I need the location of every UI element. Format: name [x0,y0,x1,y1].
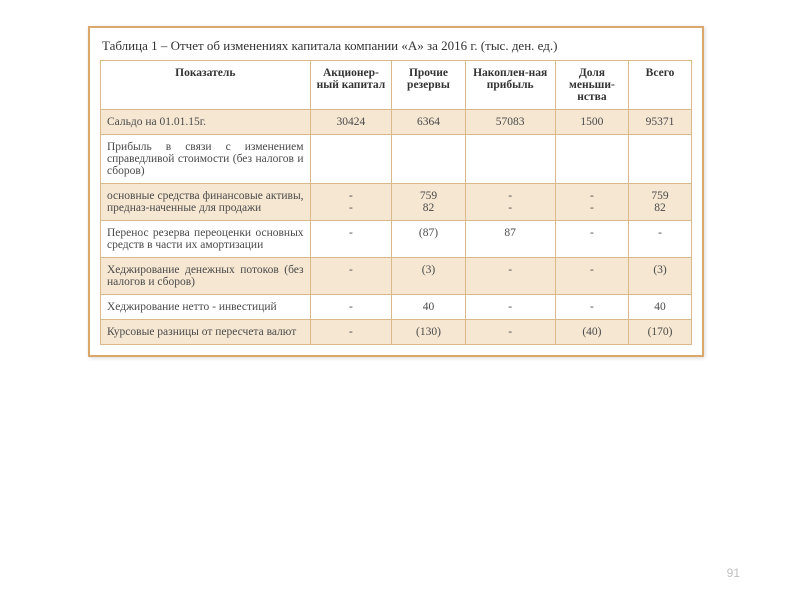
cell: (3) [392,258,465,295]
table-row: Курсовые разницы от пересчета валют-(130… [101,320,692,345]
cell [555,135,628,184]
cell: 57083 [465,110,555,135]
cell: - - [555,184,628,221]
page-number: 91 [727,566,740,580]
col-header: Доля меньши-нства [555,61,628,110]
cell: - [465,258,555,295]
col-header: Накоплен-ная прибыль [465,61,555,110]
row-label: Курсовые разницы от пересчета валют [101,320,311,345]
cell: 87 [465,221,555,258]
table-row: Хеджирование нетто - инвестиций-40--40 [101,295,692,320]
row-label: основные средства финансовые активы, пре… [101,184,311,221]
cell [392,135,465,184]
table-caption: Таблица 1 – Отчет об изменениях капитала… [102,38,690,54]
row-label: Сальдо на 01.01.15г. [101,110,311,135]
cell: 30424 [310,110,392,135]
cell: - [310,295,392,320]
row-label: Хеджирование денежных потоков (без налог… [101,258,311,295]
table-row: Перенос резерва переоценки основных сред… [101,221,692,258]
col-header: Показатель [101,61,311,110]
table-row: Хеджирование денежных потоков (без налог… [101,258,692,295]
capital-changes-table: Показатель Акционер-ный капитал Прочие р… [100,60,692,345]
table-row: основные средства финансовые активы, пре… [101,184,692,221]
table-row: Прибыль в связи с изменением справедливо… [101,135,692,184]
col-header: Всего [629,61,692,110]
cell: 40 [392,295,465,320]
table-header-row: Показатель Акционер-ный капитал Прочие р… [101,61,692,110]
cell: - [465,295,555,320]
col-header: Акционер-ный капитал [310,61,392,110]
cell: (130) [392,320,465,345]
cell: - [555,221,628,258]
cell: (40) [555,320,628,345]
col-header: Прочие резервы [392,61,465,110]
cell: 95371 [629,110,692,135]
cell: 759 82 [392,184,465,221]
cell: - [555,295,628,320]
row-label: Хеджирование нетто - инвестиций [101,295,311,320]
cell: 1500 [555,110,628,135]
table-frame: Таблица 1 – Отчет об изменениях капитала… [88,26,704,357]
cell: - - [465,184,555,221]
cell: - [310,221,392,258]
cell: 40 [629,295,692,320]
cell: (87) [392,221,465,258]
table-row: Сальдо на 01.01.15г.30424636457083150095… [101,110,692,135]
row-label: Перенос резерва переоценки основных сред… [101,221,311,258]
cell: - - [310,184,392,221]
cell: - [465,320,555,345]
cell: - [555,258,628,295]
cell: - [629,221,692,258]
table-body: Сальдо на 01.01.15г.30424636457083150095… [101,110,692,345]
cell: (3) [629,258,692,295]
cell [310,135,392,184]
cell: 6364 [392,110,465,135]
cell: - [310,258,392,295]
cell: (170) [629,320,692,345]
cell: 759 82 [629,184,692,221]
cell [465,135,555,184]
cell: - [310,320,392,345]
row-label: Прибыль в связи с изменением справедливо… [101,135,311,184]
cell [629,135,692,184]
